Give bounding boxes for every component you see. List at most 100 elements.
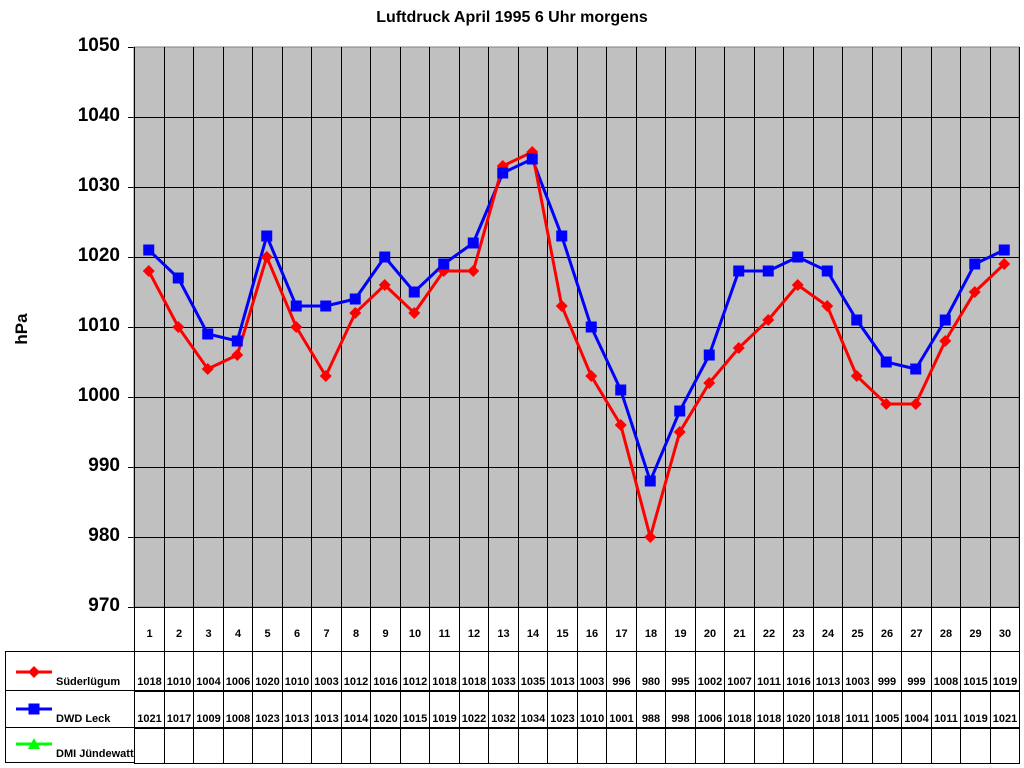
table-value-cell (429, 727, 460, 764)
table-value-cell: 1011 (931, 690, 961, 729)
table-value-cell (606, 727, 637, 764)
table-value-cell (931, 727, 961, 764)
table-value-cell: 1003 (842, 651, 873, 692)
category-label: 4 (223, 607, 253, 652)
table-value-cell: 1020 (783, 690, 814, 729)
square-marker (349, 293, 361, 305)
diamond-marker (791, 279, 804, 291)
table-value-cell (872, 727, 902, 764)
legend-cell: Süderlügum (5, 651, 135, 691)
table-value-cell: 988 (636, 690, 666, 729)
table-value-cell: 1016 (370, 651, 401, 692)
table-value-cell: 1019 (960, 690, 991, 729)
square-marker (674, 405, 686, 417)
table-value-cell: 1012 (341, 651, 371, 692)
y-tick-mark (128, 467, 134, 468)
y-tick-mark (128, 397, 134, 398)
table-value-cell: 1015 (400, 690, 430, 729)
chart-title: Luftdruck April 1995 6 Uhr morgens (376, 9, 648, 26)
table-value-cell: 1013 (282, 690, 312, 729)
diamond-marker (703, 377, 716, 389)
table-value-cell (547, 727, 578, 764)
square-marker (261, 230, 273, 242)
table-value-cell (783, 727, 814, 764)
table-value-cell: 1017 (164, 690, 194, 729)
category-label: 6 (282, 607, 312, 652)
diamond-marker (201, 363, 214, 375)
table-value-cell (370, 727, 401, 764)
category-label: 27 (901, 607, 932, 652)
legend-diamond-icon (16, 666, 52, 678)
table-value-cell (665, 727, 696, 764)
y-tick-mark (128, 607, 134, 608)
y-tick-label: 1010 (77, 315, 120, 336)
square-marker (792, 251, 804, 263)
table-value-cell: 1035 (518, 651, 548, 692)
table-value-cell: 1006 (223, 651, 253, 692)
table-value-cell: 1010 (164, 651, 194, 692)
table-value-cell (164, 727, 194, 764)
table-value-cell (901, 727, 932, 764)
table-value-cell: 1010 (577, 690, 607, 729)
table-value-cell (252, 727, 283, 764)
table-value-cell (813, 727, 843, 764)
series-line (147, 149, 1006, 543)
table-value-cell: 1010 (282, 651, 312, 692)
square-marker (556, 230, 568, 242)
y-tick-label: 1040 (77, 105, 120, 126)
square-marker (438, 258, 450, 270)
diamond-marker (231, 349, 244, 361)
y-tick-label: 1030 (77, 175, 120, 196)
table-value-cell: 1006 (695, 690, 725, 729)
square-marker (526, 153, 538, 165)
diamond-marker (585, 370, 598, 382)
table-value-cell (724, 727, 755, 764)
diamond-marker (821, 300, 834, 312)
legend-square-icon (16, 703, 52, 715)
table-value-cell (459, 727, 489, 764)
table-value-cell: 1020 (370, 690, 401, 729)
category-label: 14 (518, 607, 548, 652)
diamond-marker (732, 342, 745, 354)
table-value-cell (754, 727, 784, 764)
table-value-cell: 1011 (842, 690, 873, 729)
table-value-cell (223, 727, 253, 764)
table-value-cell: 1009 (193, 690, 224, 729)
table-value-cell: 1005 (872, 690, 902, 729)
square-marker (615, 384, 627, 396)
y-tick-label: 980 (88, 525, 120, 546)
table-value-cell: 1003 (311, 651, 342, 692)
category-label: 7 (311, 607, 342, 652)
category-label: 5 (252, 607, 283, 652)
table-value-cell: 998 (665, 690, 696, 729)
table-value-cell: 1018 (459, 651, 489, 692)
table-value-cell: 1020 (252, 651, 283, 692)
diamond-marker (142, 265, 155, 277)
table-value-cell (960, 727, 991, 764)
legend-triangle-icon (16, 738, 52, 749)
table-value-cell: 1004 (901, 690, 932, 729)
category-label: 1 (134, 607, 165, 652)
table-value-cell (695, 727, 725, 764)
table-value-cell: 1033 (488, 651, 519, 692)
table-value-cell: 999 (901, 651, 932, 692)
y-tick-label: 970 (88, 595, 120, 616)
y-tick-mark (128, 327, 134, 328)
diamond-marker (850, 370, 863, 382)
diamond-marker (290, 321, 303, 333)
table-value-cell: 1022 (459, 690, 489, 729)
table-value-cell (990, 727, 1020, 764)
diamond-marker (968, 286, 981, 298)
diamond-marker (260, 251, 273, 263)
table-value-cell (193, 727, 224, 764)
category-label: 20 (695, 607, 725, 652)
category-label: 23 (783, 607, 814, 652)
table-value-cell: 1001 (606, 690, 637, 729)
square-marker (939, 314, 951, 326)
diamond-marker (762, 314, 775, 326)
category-label: 17 (606, 607, 637, 652)
table-value-cell: 1018 (724, 690, 755, 729)
category-label: 12 (459, 607, 489, 652)
series-line (147, 156, 1005, 486)
